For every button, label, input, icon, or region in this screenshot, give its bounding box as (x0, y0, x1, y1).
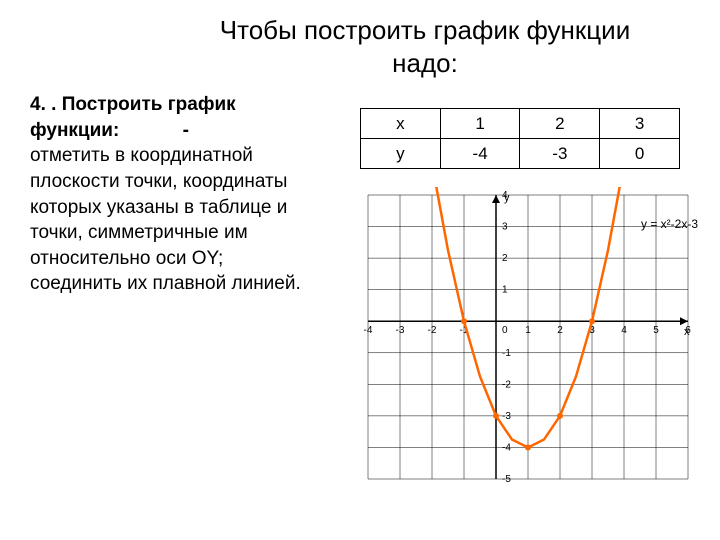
svg-text:0: 0 (502, 325, 508, 336)
svg-text:-2: -2 (502, 379, 511, 390)
parabola-chart: -4-3-2-10123456-5-4-3-2-11234xy y = x²-2… (360, 187, 700, 487)
instructions-text: отметить в координатной плоскости точки,… (30, 143, 330, 297)
section-number: 4. . (30, 94, 56, 115)
table-cell: х (361, 109, 441, 139)
svg-text:-5: -5 (502, 474, 511, 485)
section-heading: 4. . Построить график функции: - (30, 92, 330, 143)
table-cell: -4 (440, 139, 520, 169)
svg-text:x: x (684, 326, 690, 338)
svg-text:1: 1 (502, 285, 508, 296)
section-heading-2: функции: (30, 120, 119, 141)
table-cell: у (361, 139, 441, 169)
right-column: х 1 2 3 у -4 -3 0 -4-3-2-10123456-5-4-3-… (360, 108, 700, 487)
svg-text:4: 4 (621, 325, 627, 336)
table-cell: 1 (440, 109, 520, 139)
title-line-1: Чтобы построить график функции (220, 15, 630, 45)
svg-text:5: 5 (653, 325, 659, 336)
svg-text:2: 2 (502, 253, 508, 264)
table-row: у -4 -3 0 (361, 139, 680, 169)
svg-text:-2: -2 (428, 325, 437, 336)
table-cell: 2 (520, 109, 600, 139)
svg-text:3: 3 (502, 222, 508, 233)
title-line-2: надо: (392, 48, 458, 78)
table-cell: -3 (520, 139, 600, 169)
svg-text:-4: -4 (364, 325, 373, 336)
svg-text:1: 1 (525, 325, 531, 336)
table-row: х 1 2 3 (361, 109, 680, 139)
svg-text:-4: -4 (502, 442, 511, 453)
page-title: Чтобы построить график функции надо: (155, 14, 695, 79)
table-cell: 3 (600, 109, 680, 139)
section-heading-1: Построить график (62, 94, 236, 115)
equation-label: y = x²-2x-3 (641, 217, 698, 231)
svg-text:y: y (504, 192, 510, 204)
chart-svg: -4-3-2-10123456-5-4-3-2-11234xy (360, 187, 700, 487)
left-column: 4. . Построить график функции: - отметит… (30, 92, 330, 297)
data-table: х 1 2 3 у -4 -3 0 (360, 108, 680, 169)
svg-text:-3: -3 (502, 411, 511, 422)
svg-text:-3: -3 (396, 325, 405, 336)
svg-text:2: 2 (557, 325, 563, 336)
table-cell: 0 (600, 139, 680, 169)
section-dash: - (183, 120, 189, 141)
svg-text:-1: -1 (502, 348, 511, 359)
